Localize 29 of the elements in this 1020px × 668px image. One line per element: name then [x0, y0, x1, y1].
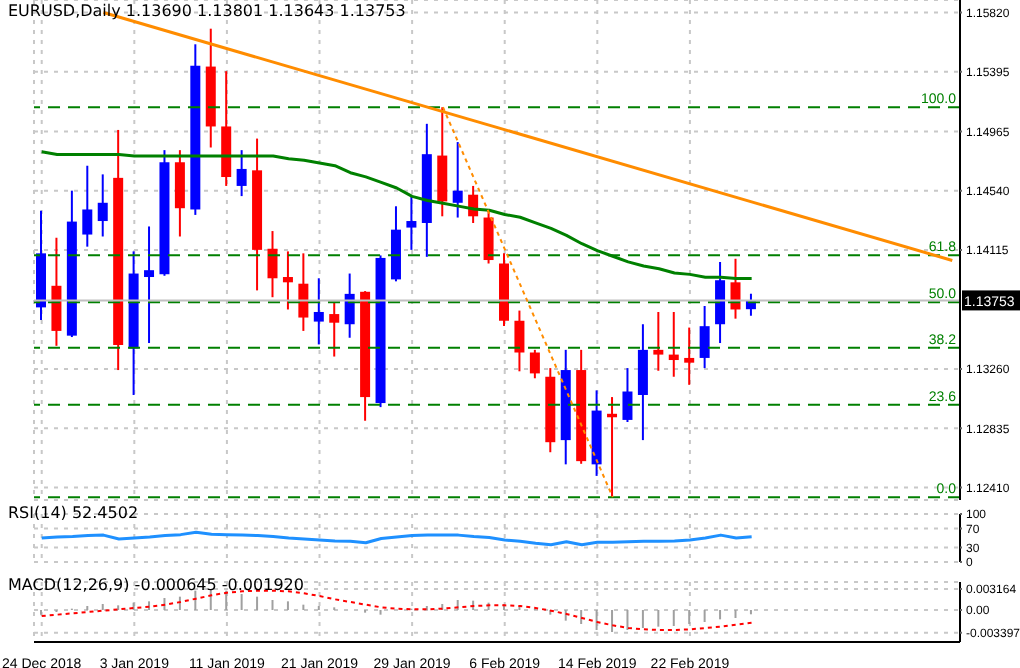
candlestick — [298, 252, 309, 332]
line-series — [40, 589, 753, 631]
chart-title: EURUSD,Daily 1.13690 1.13801 1.13643 1.13753 — [8, 2, 406, 20]
candlestick — [174, 149, 185, 238]
candlestick — [483, 208, 494, 265]
candlestick — [329, 301, 340, 358]
chart-title: RSI(14) 52.4502 — [8, 504, 139, 522]
candlestick — [653, 310, 664, 372]
candlestick — [529, 348, 540, 380]
candlestick — [699, 304, 710, 370]
candlestick — [514, 309, 525, 373]
candlestick — [452, 141, 463, 219]
candlestick — [282, 250, 293, 311]
candlestick — [684, 326, 695, 386]
candlestick — [637, 323, 648, 442]
candlestick — [236, 149, 247, 198]
candlestick — [622, 367, 633, 424]
candlestick — [406, 195, 417, 251]
candlestick — [144, 225, 155, 345]
candlestick — [267, 230, 278, 299]
candlestick — [97, 173, 108, 238]
line-series — [40, 530, 754, 547]
chart-title: MACD(12,26,9) -0.000645 -0.001920 — [8, 576, 304, 594]
candlestick — [437, 106, 448, 218]
candlestick — [313, 277, 324, 346]
candlestick — [82, 164, 93, 248]
candlestick — [668, 310, 679, 378]
candlestick — [51, 236, 62, 347]
candlestick — [715, 260, 726, 345]
